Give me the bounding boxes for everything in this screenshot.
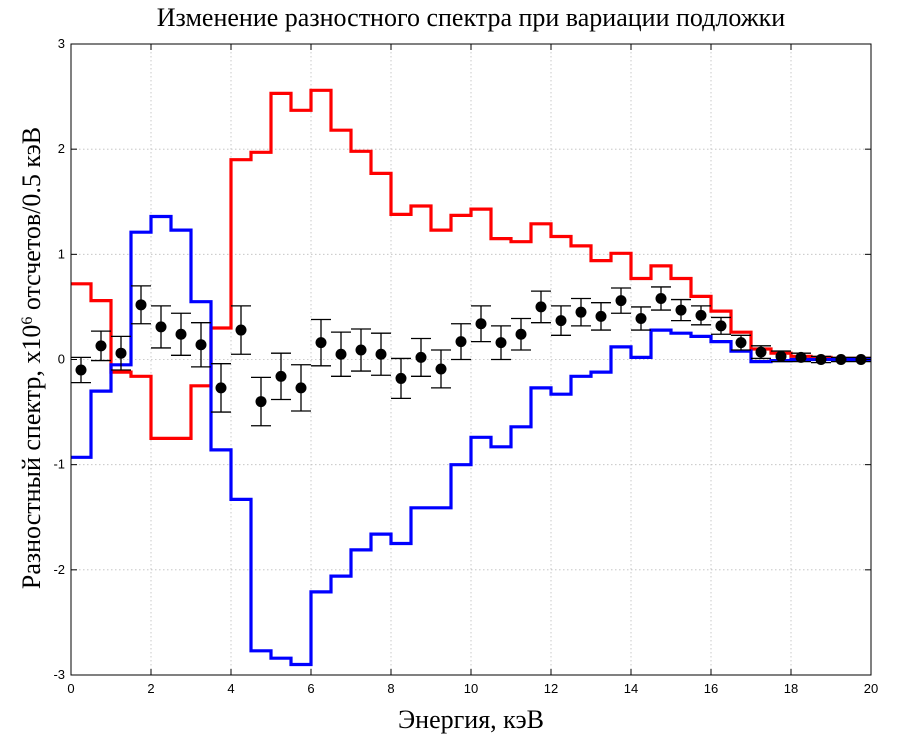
x-axis-label: Энергия, кэВ — [398, 705, 544, 734]
data-point — [855, 354, 867, 365]
data-point — [215, 382, 227, 394]
x-tick-label: 16 — [704, 681, 718, 696]
y-axis-label-main: Разностный спектр, x10 — [17, 325, 46, 590]
x-tick-label: 12 — [544, 681, 558, 696]
x-tick-label: 8 — [387, 681, 394, 696]
data-point — [395, 372, 407, 384]
data-point — [255, 396, 267, 408]
data-point — [155, 321, 167, 333]
x-tick-label: 20 — [864, 681, 878, 696]
data-point — [375, 348, 387, 360]
data-point — [715, 320, 727, 332]
data-point — [455, 336, 467, 348]
data-point — [495, 337, 507, 349]
tick-marks — [70, 43, 872, 676]
data-point — [515, 328, 527, 340]
y-tick-label: 3 — [58, 36, 65, 51]
data-point — [355, 344, 367, 356]
series-data — [71, 285, 871, 427]
data-point — [555, 315, 567, 327]
x-tick-label: 14 — [624, 681, 638, 696]
y-axis-label-exponent: 6 — [19, 317, 36, 325]
data-point — [275, 370, 287, 382]
y-tick-label: 2 — [58, 141, 65, 156]
data-point — [435, 363, 447, 375]
data-point — [595, 310, 607, 322]
series-blue-line — [71, 214, 871, 667]
y-tick-label: 1 — [58, 246, 65, 261]
data-point — [315, 337, 327, 349]
y-tick-label: -1 — [53, 457, 65, 472]
data-point — [815, 354, 827, 365]
data-point — [795, 351, 807, 363]
data-point — [695, 309, 707, 321]
y-tick-label: 0 — [58, 352, 65, 367]
x-tick-label: 10 — [464, 681, 478, 696]
data-point — [135, 299, 147, 311]
x-tick-label: 2 — [147, 681, 154, 696]
data-point — [295, 382, 307, 394]
data-point — [655, 293, 667, 305]
x-tick-labels: 0 2 4 6 8 10 12 14 16 18 20 — [67, 681, 878, 696]
data-point — [575, 306, 587, 318]
x-tick-label: 6 — [307, 681, 314, 696]
data-point — [835, 354, 847, 365]
data-point — [755, 346, 767, 358]
data-point — [535, 301, 547, 313]
data-point — [675, 304, 687, 316]
data-point — [95, 340, 107, 352]
data-point — [615, 295, 627, 307]
y-tick-label: -3 — [53, 667, 65, 682]
y-tick-label: -2 — [53, 562, 65, 577]
y-axis-label-units: отсчетов/0.5 кэВ — [17, 127, 46, 317]
data-point — [735, 337, 747, 349]
data-point — [175, 328, 187, 340]
data-point — [195, 339, 207, 351]
chart-title: Изменение разностного спектра при вариац… — [157, 3, 786, 32]
x-tick-label: 18 — [784, 681, 798, 696]
y-tick-labels: -3 -2 -1 0 1 2 3 — [53, 36, 65, 682]
data-point — [415, 351, 427, 363]
y-axis-label: Разностный спектр, x106 отсчетов/0.5 кэВ — [17, 127, 46, 589]
data-point — [235, 324, 247, 336]
plot-area — [71, 88, 871, 667]
data-point — [115, 347, 127, 359]
data-point — [475, 318, 487, 330]
data-point — [335, 348, 347, 360]
data-point — [635, 312, 647, 324]
x-tick-label: 4 — [227, 681, 234, 696]
data-point — [775, 350, 787, 362]
data-point — [75, 364, 87, 376]
x-tick-label: 0 — [67, 681, 74, 696]
